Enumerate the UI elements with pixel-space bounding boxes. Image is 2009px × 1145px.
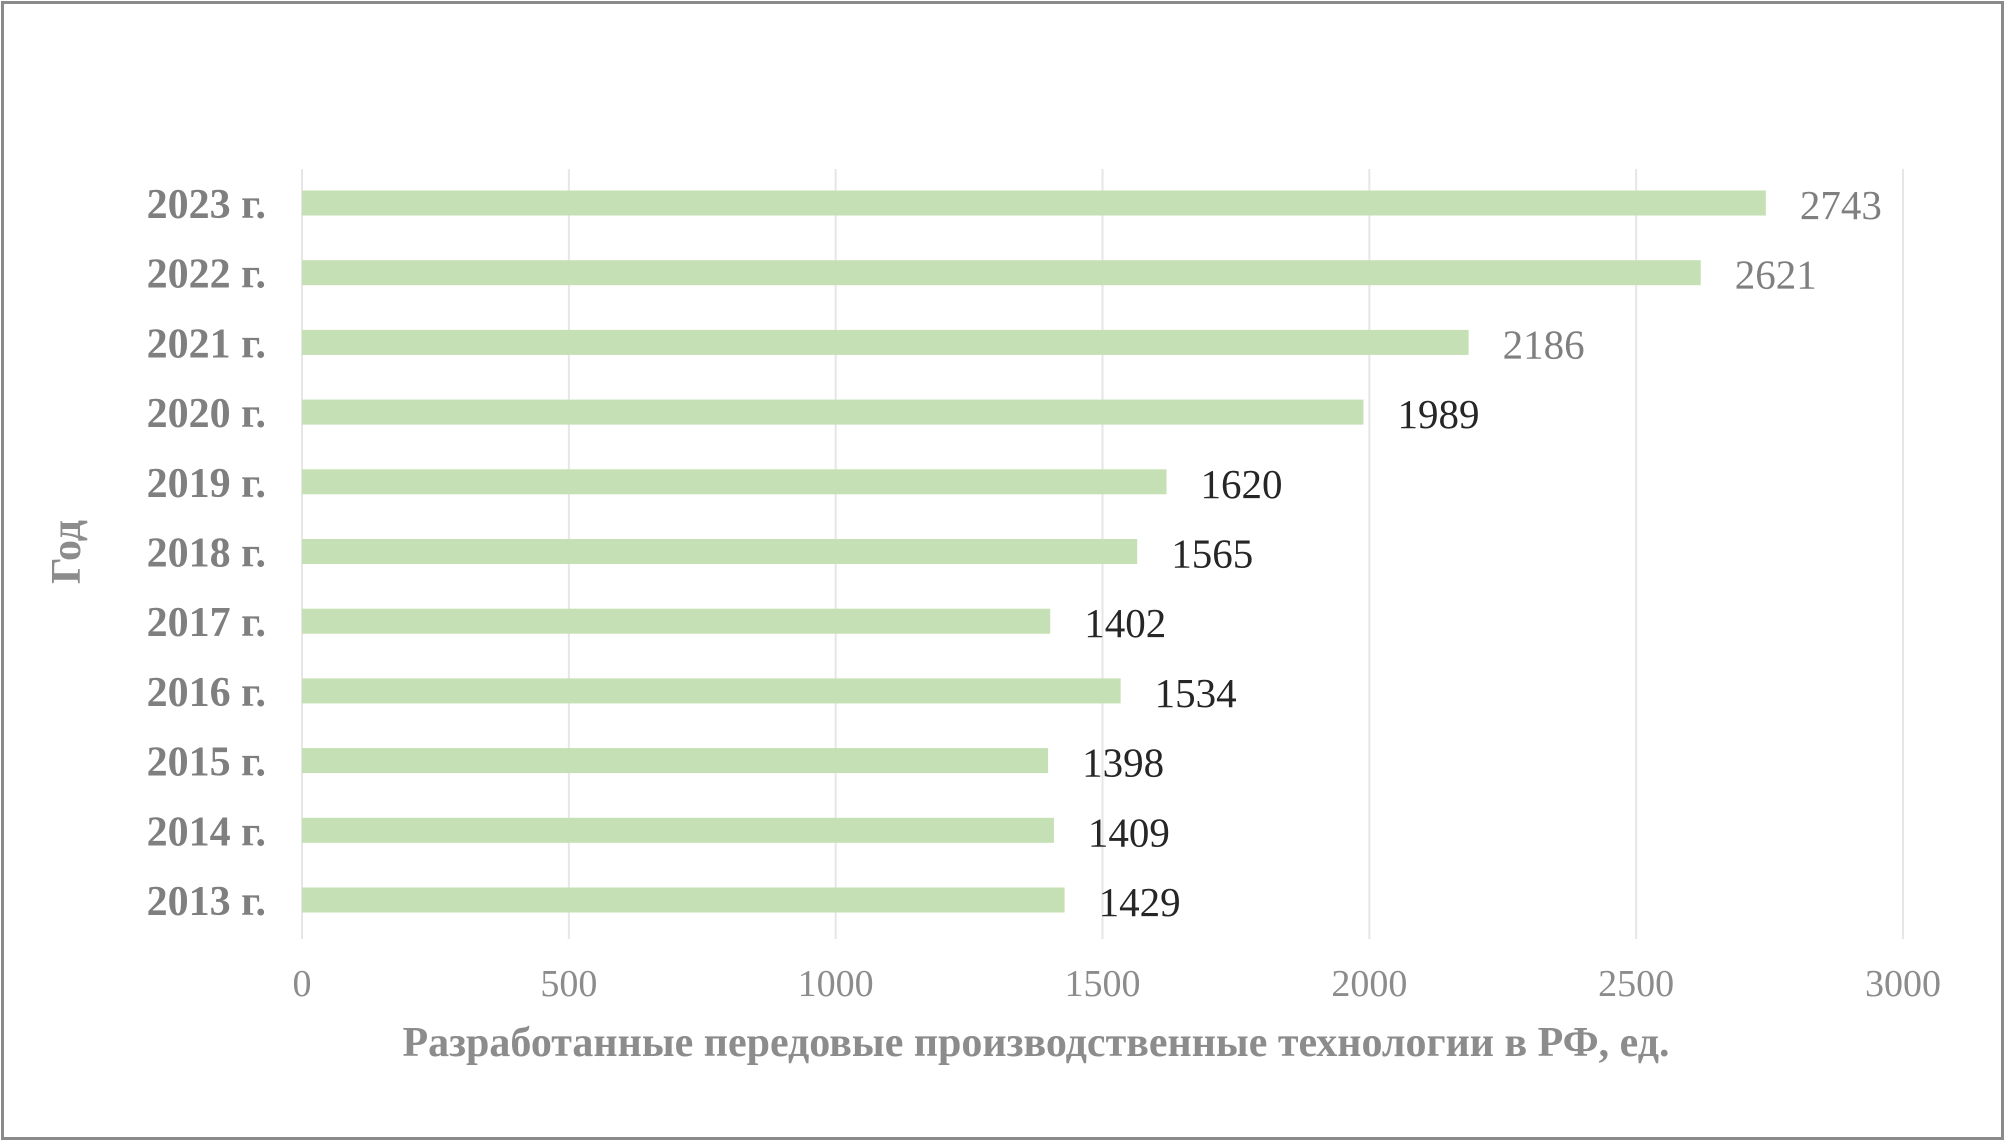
y-tick-label: 2013 г. — [147, 879, 266, 925]
bars — [302, 190, 1766, 913]
data-label: 1534 — [1155, 670, 1237, 716]
bar-chart: 2023 г. 2022 г. 2021 г. 2020 г. 2019 г. 2018 … — [44, 169, 1942, 1066]
data-label: 1429 — [1099, 879, 1181, 925]
y-axis-title: Год — [44, 520, 90, 584]
x-tick-label: 0 — [293, 963, 312, 1005]
y-tick-label: 2016 г. — [147, 670, 266, 716]
x-tick-labels: 0 500 1000 1500 2000 2500 3000 — [293, 963, 1942, 1005]
data-label: 1565 — [1171, 531, 1253, 577]
bar — [302, 887, 1065, 913]
bar — [302, 329, 1469, 355]
data-label: 1620 — [1201, 461, 1283, 507]
y-tick-label: 2022 г. — [147, 252, 266, 298]
bar — [302, 399, 1364, 425]
data-label: 1402 — [1084, 600, 1166, 646]
y-tick-label: 2021 г. — [147, 321, 266, 367]
bar — [302, 817, 1054, 843]
x-tick-label: 2000 — [1331, 963, 1407, 1005]
bar — [302, 608, 1051, 634]
x-tick-label: 1500 — [1065, 963, 1141, 1005]
x-tick-label: 500 — [540, 963, 597, 1005]
x-axis-title: Разработанные передовые производственные… — [403, 1020, 1670, 1066]
bar — [302, 260, 1701, 286]
data-label: 2743 — [1800, 182, 1882, 228]
bar — [302, 469, 1167, 495]
bar — [302, 748, 1049, 774]
y-tick-label: 2018 г. — [147, 531, 266, 577]
bar — [302, 190, 1766, 216]
data-label: 1398 — [1082, 740, 1164, 786]
y-tick-label: 2015 г. — [147, 740, 266, 786]
x-tick-label: 3000 — [1865, 963, 1941, 1005]
y-tick-label: 2014 г. — [147, 809, 266, 855]
x-tick-label: 2500 — [1598, 963, 1674, 1005]
data-label: 2186 — [1503, 321, 1585, 367]
data-label: 1409 — [1088, 809, 1170, 855]
y-tick-label: 2020 г. — [147, 391, 266, 437]
y-tick-label: 2017 г. — [147, 600, 266, 646]
data-label: 1989 — [1397, 391, 1479, 437]
bar — [302, 678, 1121, 704]
y-tick-labels: 2023 г. 2022 г. 2021 г. 2020 г. 2019 г. 2018 … — [147, 182, 266, 925]
bar — [302, 539, 1138, 564]
y-tick-label: 2023 г. — [147, 182, 266, 228]
data-label: 2621 — [1735, 252, 1817, 298]
y-tick-label: 2019 г. — [147, 461, 266, 507]
x-tick-label: 1000 — [798, 963, 874, 1005]
